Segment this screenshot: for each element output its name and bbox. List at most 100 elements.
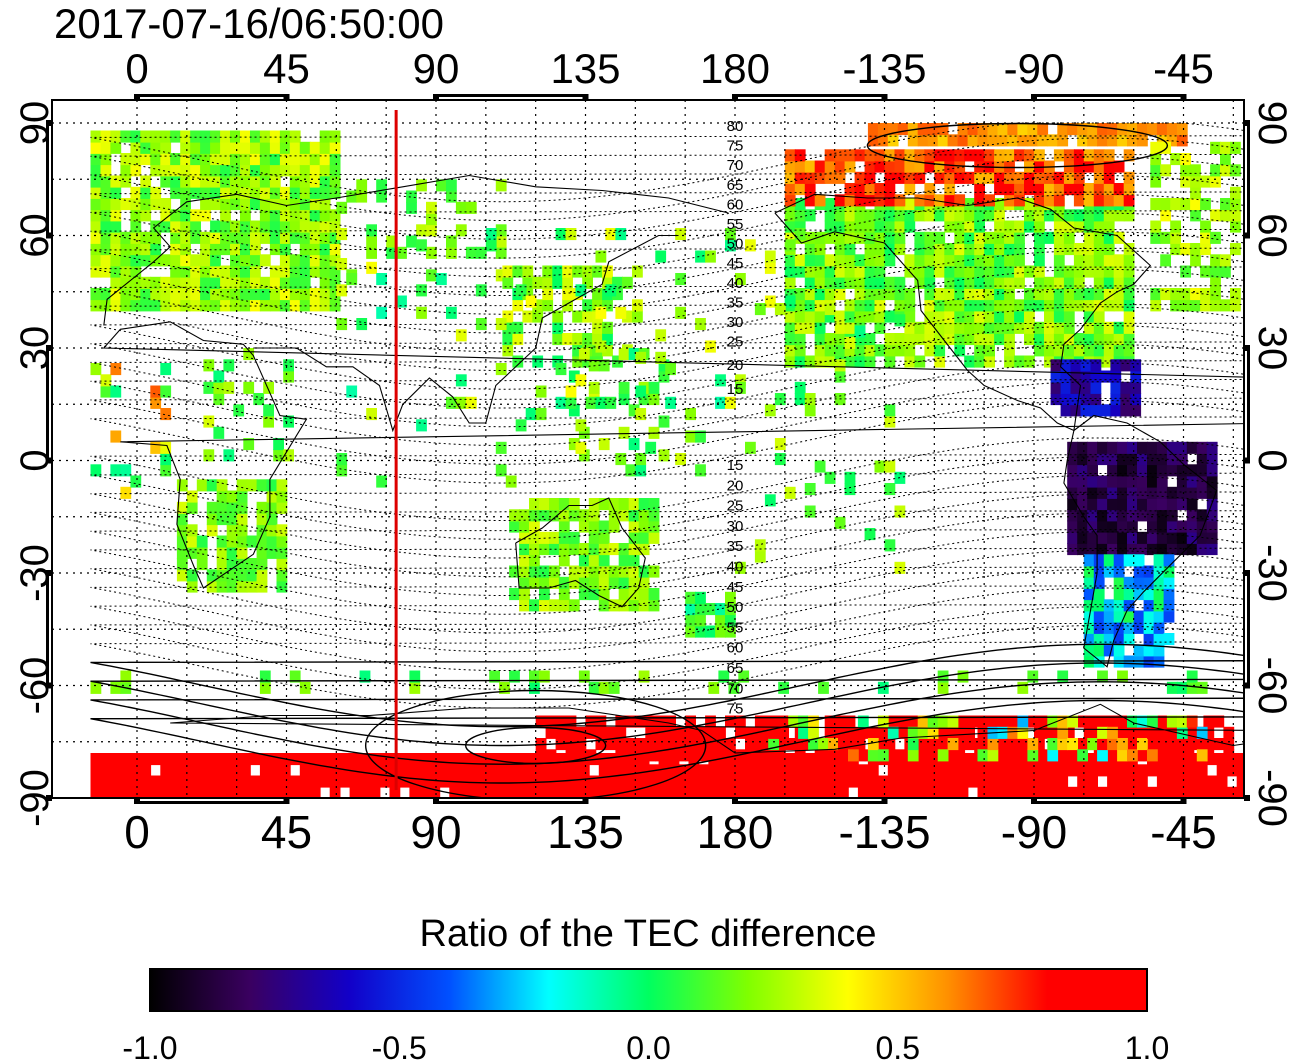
tec-cell (1034, 276, 1045, 289)
tec-cell (708, 681, 720, 694)
tec-cell (1083, 254, 1095, 267)
tec-cell (1130, 404, 1142, 417)
map-frame-bars (46, 94, 1250, 804)
tec-cell (585, 396, 597, 409)
tec-cell (223, 381, 235, 394)
tec-cell (240, 243, 251, 256)
tec-cell (954, 310, 966, 323)
tec-cell (834, 160, 846, 173)
tec-cell (635, 385, 647, 398)
tec-cell (784, 333, 796, 346)
tec-cell (1143, 644, 1155, 657)
tec-cell (582, 299, 593, 312)
tec-cell (406, 201, 417, 214)
tec-cell (180, 243, 191, 256)
tec-cell (798, 775, 809, 788)
tec-cell (269, 764, 281, 777)
tec-cell (818, 775, 829, 788)
tec-cell (1073, 149, 1085, 162)
tec-cell (874, 726, 886, 739)
tec-cell (1163, 588, 1175, 601)
tec-cell (549, 599, 560, 612)
tec-cell (299, 265, 311, 278)
tec-cell (994, 738, 1005, 751)
tec-cell (1216, 753, 1228, 766)
tec-cell (1067, 738, 1078, 751)
tec-cell (1067, 441, 1078, 454)
tec-cell (1143, 576, 1155, 589)
tec-cell (1127, 486, 1138, 499)
contour-label: 50 (727, 599, 744, 616)
tec-cell (758, 786, 770, 798)
tec-cell (160, 276, 172, 289)
tec-cell (289, 753, 301, 766)
tec-cell (1077, 134, 1088, 147)
contour-line (90, 606, 1244, 690)
tec-cell (180, 276, 191, 289)
tec-cell (974, 344, 985, 357)
tec-cell (269, 288, 281, 301)
tec-cell (1037, 775, 1049, 788)
tec-cell (1017, 786, 1029, 798)
tec-cell (1123, 333, 1135, 346)
tec-cell (588, 576, 600, 589)
tec-cell (1044, 171, 1055, 184)
tec-cell (376, 306, 387, 319)
tec-cell (854, 726, 866, 739)
tec-cell (1034, 254, 1045, 267)
tec-cell (1147, 441, 1158, 454)
tec-cell (130, 141, 142, 154)
tec-cell (1277, 266, 1288, 278)
tec-cell (974, 209, 985, 222)
tec-cell (685, 738, 696, 751)
tec-cell (446, 396, 457, 409)
tec-cell (558, 775, 570, 788)
tec-cell (1067, 475, 1078, 488)
tec-cell (715, 738, 726, 751)
tec-cell (230, 164, 241, 177)
tec-cell (1200, 288, 1211, 301)
tec-cell (1014, 149, 1025, 162)
tec-cell (655, 738, 667, 751)
tec-cell (748, 786, 760, 798)
timestamp-title: 2017-07-16/06:50:00 (54, 0, 444, 47)
tec-cell (1226, 764, 1238, 777)
tec-cell (914, 333, 926, 346)
tec-cell (1200, 231, 1211, 244)
tec-cell (934, 171, 946, 184)
tec-cell (1067, 509, 1078, 522)
tec-cell (814, 749, 826, 762)
tec-cell (1176, 531, 1188, 544)
tec-cell (170, 209, 181, 222)
tec-cell (1004, 321, 1015, 334)
tec-cell (495, 246, 507, 259)
tec-cell (1277, 277, 1288, 289)
tec-cell (784, 344, 796, 357)
tec-cell (210, 243, 221, 256)
tec-cell (130, 243, 142, 256)
tec-cell (542, 288, 554, 301)
tec-cell (120, 276, 132, 289)
tec-cell (299, 786, 311, 798)
tec-cell (250, 775, 261, 788)
tec-cell (1034, 749, 1045, 762)
tec-cell (1170, 153, 1181, 166)
tec-cell (329, 775, 341, 788)
tec-cell (512, 355, 524, 368)
tec-cell (565, 396, 577, 409)
tec-cell (994, 198, 1005, 211)
tec-cell (1156, 531, 1168, 544)
tec-cell (1123, 183, 1135, 196)
tec-cell (1267, 288, 1278, 300)
tec-cell (220, 220, 231, 233)
lon-label-bottom: -45 (1150, 806, 1216, 858)
tec-cell (319, 288, 331, 301)
lat-lon-grid (52, 100, 1244, 798)
tec-cell (1097, 486, 1108, 499)
tec-cell (1267, 753, 1278, 765)
tec-cell (160, 209, 172, 222)
tec-cell (552, 333, 564, 346)
tec-cell (618, 764, 630, 777)
tec-cell (90, 288, 102, 301)
tec-cell (934, 231, 946, 244)
